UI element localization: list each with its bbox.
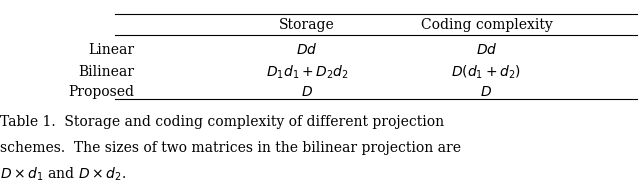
Text: Linear: Linear bbox=[88, 43, 134, 57]
Text: Proposed: Proposed bbox=[68, 85, 134, 99]
Text: $D\times d_1$ and $D\times d_2$.: $D\times d_1$ and $D\times d_2$. bbox=[0, 166, 126, 183]
Text: Table 1.  Storage and coding complexity of different projection: Table 1. Storage and coding complexity o… bbox=[0, 115, 444, 129]
Text: $D$: $D$ bbox=[481, 85, 492, 99]
Text: $Dd$: $Dd$ bbox=[296, 43, 318, 57]
Text: Coding complexity: Coding complexity bbox=[420, 17, 552, 32]
Text: $D_1d_1 + D_2d_2$: $D_1d_1 + D_2d_2$ bbox=[266, 63, 349, 81]
Text: Bilinear: Bilinear bbox=[79, 65, 134, 79]
Text: schemes.  The sizes of two matrices in the bilinear projection are: schemes. The sizes of two matrices in th… bbox=[0, 141, 461, 155]
Text: $D$: $D$ bbox=[301, 85, 313, 99]
Text: Storage: Storage bbox=[279, 17, 335, 32]
Text: $Dd$: $Dd$ bbox=[476, 43, 497, 57]
Text: $D(d_1 + d_2)$: $D(d_1 + d_2)$ bbox=[451, 63, 522, 81]
